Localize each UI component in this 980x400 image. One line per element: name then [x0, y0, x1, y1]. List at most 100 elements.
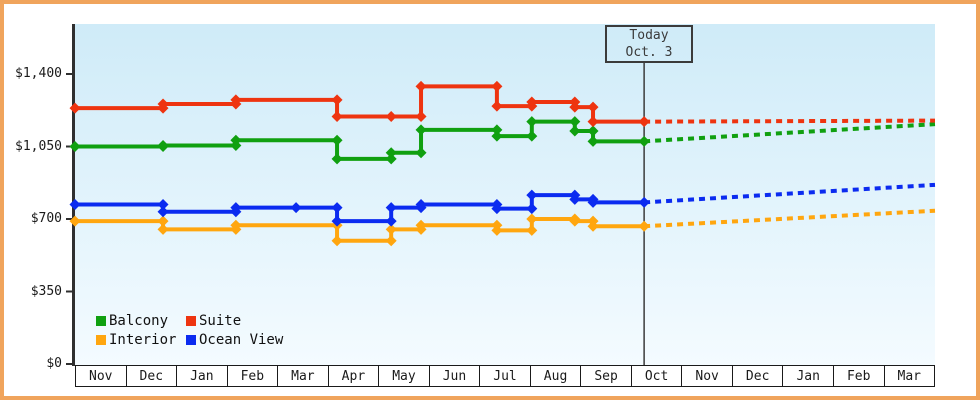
x-axis-month-cell: Oct — [632, 366, 683, 386]
legend-swatch-ocean-view — [186, 335, 196, 345]
data-point-marker — [230, 134, 242, 146]
data-point-marker — [587, 101, 599, 113]
forecast-line-balcony — [643, 122, 936, 144]
legend-swatch-suite — [186, 316, 196, 326]
forecast-line-suite — [644, 118, 936, 124]
data-point-marker — [157, 215, 169, 227]
data-point-marker — [331, 202, 343, 214]
data-point-marker — [526, 213, 538, 225]
legend-label-ocean-view: Ocean View — [199, 332, 284, 348]
series-line-balcony — [75, 119, 645, 161]
forecast-line-interior — [644, 208, 936, 229]
data-point-marker — [331, 235, 343, 247]
x-axis-month-cell: Sep — [581, 366, 632, 386]
data-point-marker — [385, 215, 397, 227]
x-axis-month-cell: Feb — [228, 366, 279, 386]
x-axis-month-cell: Dec — [733, 366, 784, 386]
data-point-marker — [157, 199, 169, 210]
data-point-marker — [157, 206, 169, 218]
data-point-marker — [569, 215, 581, 227]
data-point-marker — [526, 96, 538, 108]
data-point-marker — [385, 147, 397, 159]
data-point-marker — [69, 102, 81, 114]
legend-item-balcony: Balcony — [96, 313, 186, 329]
x-axis-month-cell: Nov — [76, 366, 127, 386]
data-point-marker — [331, 94, 343, 106]
data-point-marker — [385, 110, 397, 122]
x-axis-month-cell: Jan — [783, 366, 834, 386]
data-point-marker — [415, 147, 427, 159]
forecast-line-ocean-view — [643, 182, 936, 205]
today-annotation: Today Oct. 3 — [605, 25, 693, 63]
data-point-marker — [290, 202, 302, 214]
data-point-marker — [526, 116, 538, 128]
y-axis-tick-label: $700 — [30, 211, 62, 226]
data-point-marker — [569, 116, 581, 128]
x-axis-month-cell: Aug — [531, 366, 582, 386]
data-point-marker — [385, 153, 397, 165]
x-axis-month-cell: Mar — [897, 368, 921, 384]
y-axis-tick — [66, 73, 72, 75]
data-point-marker — [526, 189, 538, 201]
data-point-marker — [491, 130, 503, 142]
data-point-marker — [491, 100, 503, 112]
legend-swatch-interior — [96, 335, 106, 345]
y-axis-tick-label: $0 — [46, 356, 62, 371]
data-point-marker — [415, 219, 427, 231]
legend-label-interior: Interior — [109, 332, 177, 348]
data-point-marker — [331, 153, 343, 165]
x-axis-month-cell: Feb — [834, 366, 885, 386]
data-point-marker — [491, 80, 503, 92]
data-point-marker — [569, 193, 581, 205]
data-point-marker — [230, 219, 242, 231]
data-point-marker — [415, 80, 427, 92]
legend-item-interior: Interior — [96, 332, 186, 348]
data-point-marker — [526, 203, 538, 215]
y-axis-tick-label: $1,400 — [15, 66, 62, 81]
data-point-marker — [415, 110, 427, 122]
data-point-marker — [587, 220, 599, 232]
legend: Balcony Suite Interior Ocean View — [96, 313, 283, 348]
data-point-marker — [69, 141, 81, 152]
x-axis-month-cell: Jun — [430, 366, 481, 386]
x-axis-month-cell: Apr — [329, 366, 380, 386]
legend-item-suite: Suite — [186, 313, 283, 329]
x-axis-month-cell: Jan — [177, 366, 228, 386]
chart-canvas — [66, 24, 936, 366]
x-axis-month-cell: Mar — [278, 366, 329, 386]
data-point-marker — [157, 139, 169, 151]
y-axis-tick — [66, 145, 72, 148]
legend-label-suite: Suite — [199, 313, 242, 329]
y-axis-tick — [66, 290, 72, 293]
data-point-marker — [385, 202, 397, 214]
x-axis-month-cell: Nov — [682, 366, 733, 386]
data-point-marker — [385, 235, 397, 247]
y-axis-line — [72, 24, 75, 366]
y-axis-tick — [66, 218, 72, 220]
data-point-marker — [526, 224, 538, 236]
data-point-marker — [415, 124, 427, 136]
y-axis-tick — [66, 363, 72, 365]
x-axis-month-cell: Dec — [127, 366, 178, 386]
legend-label-balcony: Balcony — [109, 313, 169, 329]
data-point-marker — [638, 116, 650, 128]
data-point-marker — [415, 199, 427, 210]
x-axis-month-cell: Jul — [480, 366, 531, 386]
data-point-marker — [587, 135, 599, 147]
data-point-marker — [230, 94, 242, 106]
x-axis: Nov Dec Jan Feb Mar Apr May Jun Jul Aug Sep Oct Nov D… — [75, 365, 935, 387]
data-point-marker — [638, 220, 650, 232]
data-point-marker — [230, 202, 242, 214]
y-axis-tick-label: $1,050 — [15, 138, 62, 154]
data-point-marker — [157, 223, 169, 235]
data-point-marker — [331, 215, 343, 227]
data-point-marker — [526, 130, 538, 142]
data-point-marker — [638, 135, 650, 147]
today-annotation-line2: Oct. 3 — [625, 45, 673, 60]
data-point-marker — [569, 125, 581, 137]
data-point-marker — [569, 101, 581, 113]
data-point-marker — [331, 134, 343, 146]
data-point-marker — [491, 224, 503, 236]
today-annotation-line1: Today — [629, 28, 669, 43]
data-point-marker — [491, 203, 503, 215]
